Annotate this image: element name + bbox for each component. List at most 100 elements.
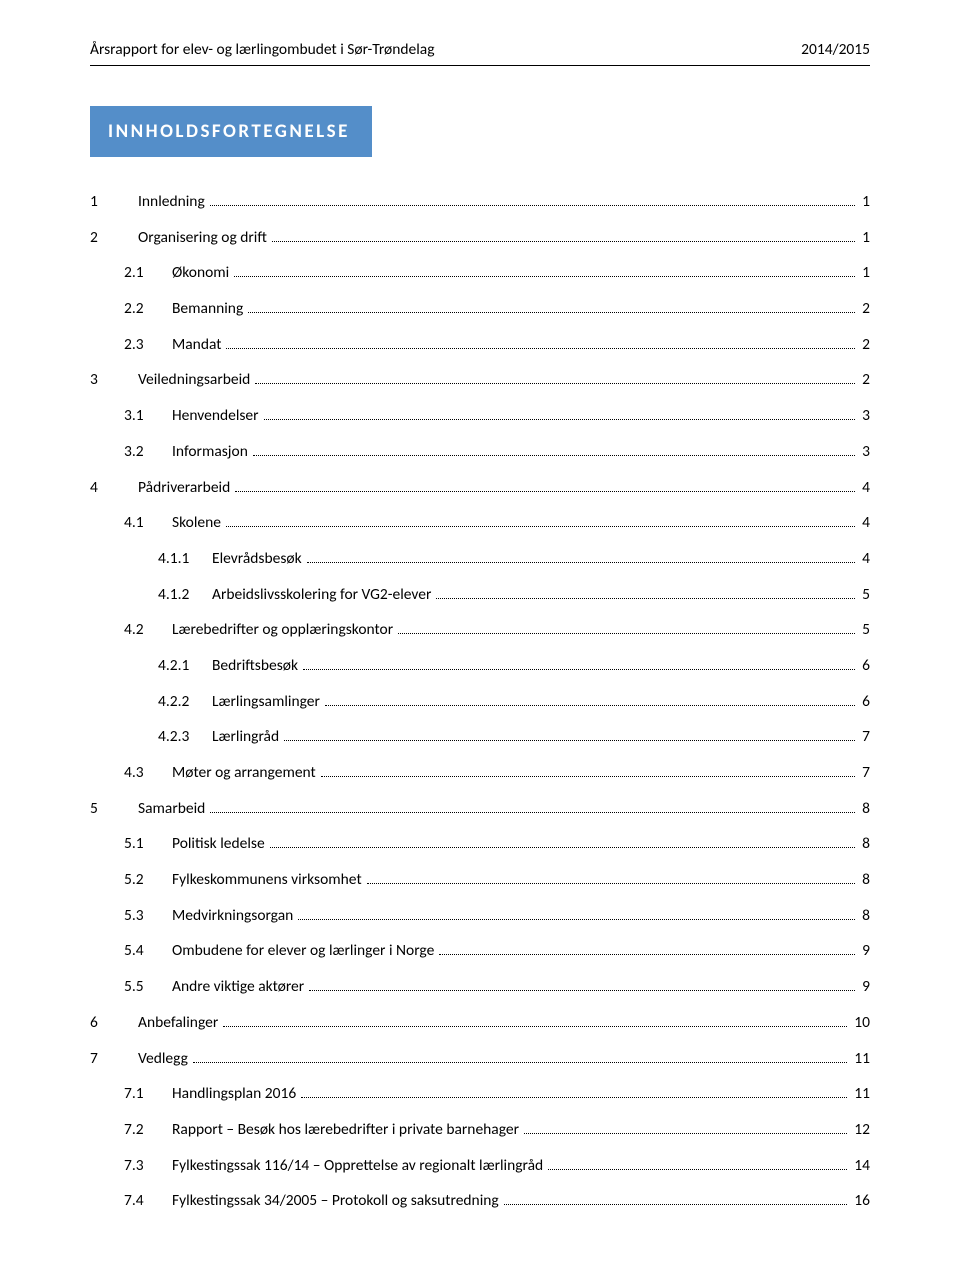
- toc-entry-number: 7.2: [124, 1119, 172, 1141]
- toc-entry[interactable]: 4.1.1Elevrådsbesøk4: [90, 548, 870, 570]
- toc-leader-dots: [270, 847, 855, 848]
- toc-leader-dots: [325, 705, 855, 706]
- toc-entry[interactable]: 4.1Skolene 4: [90, 512, 870, 534]
- toc-entry-page: 3: [858, 441, 870, 463]
- toc-leader-dots: [234, 276, 855, 277]
- header-left-text: Årsrapport for elev- og lærlingombudet i…: [90, 40, 435, 59]
- page-header: Årsrapport for elev- og lærlingombudet i…: [90, 40, 870, 59]
- toc-leader-dots: [210, 812, 855, 813]
- toc-leader-dots: [301, 1097, 847, 1098]
- toc-entry-number: 4: [90, 477, 138, 499]
- toc-entry[interactable]: 7Vedlegg11: [90, 1048, 870, 1070]
- toc-entry-number: 4.1.1: [158, 548, 212, 570]
- toc-entry[interactable]: 5.5Andre viktige aktører9: [90, 976, 870, 998]
- toc-entry[interactable]: 5Samarbeid8: [90, 798, 870, 820]
- toc-entry[interactable]: 6Anbefalinger 10: [90, 1012, 870, 1034]
- toc-leader-dots: [398, 633, 855, 634]
- toc-entry-title: Rapport – Besøk hos lærebedrifter i priv…: [172, 1119, 521, 1141]
- toc-entry-number: 2: [90, 227, 138, 249]
- toc-leader-dots: [264, 419, 856, 420]
- toc-entry-page: 9: [858, 940, 870, 962]
- toc-entry-page: 2: [858, 369, 870, 391]
- toc-entry-number: 1: [90, 191, 138, 213]
- toc-entry-number: 5.3: [124, 905, 172, 927]
- toc-entry-title: Bedriftsbesøk: [212, 655, 300, 677]
- toc-entry-number: 2.1: [124, 262, 172, 284]
- document-page: Årsrapport for elev- og lærlingombudet i…: [0, 0, 960, 1286]
- toc-leader-dots: [309, 990, 855, 991]
- toc-entry[interactable]: 4.2.3Lærlingråd7: [90, 726, 870, 748]
- toc-entry-number: 4.2.1: [158, 655, 212, 677]
- toc-entry-page: 2: [858, 334, 870, 356]
- toc-entry[interactable]: 2.2Bemanning2: [90, 298, 870, 320]
- toc-entry-page: 8: [858, 869, 870, 891]
- toc-entry-number: 5.1: [124, 833, 172, 855]
- toc-entry-page: 3: [858, 405, 870, 427]
- toc-entry-number: 4.1: [124, 512, 172, 534]
- toc-heading: INNHOLDSFORTEGNELSE: [90, 106, 372, 157]
- toc-entry-page: 5: [858, 619, 870, 641]
- toc-entry-number: 5.2: [124, 869, 172, 891]
- toc-entry-title: Samarbeid: [138, 798, 207, 820]
- toc-entry-page: 4: [858, 512, 870, 534]
- toc-entry-page: 11: [850, 1083, 870, 1105]
- toc-leader-dots: [255, 383, 855, 384]
- toc-list: 1Innledning12Organisering og drift12.1Øk…: [90, 191, 870, 1212]
- toc-entry[interactable]: 7.2Rapport – Besøk hos lærebedrifter i p…: [90, 1119, 870, 1141]
- toc-entry[interactable]: 5.3Medvirkningsorgan8: [90, 905, 870, 927]
- toc-entry-page: 12: [850, 1119, 870, 1141]
- toc-entry[interactable]: 3Veiledningsarbeid 2: [90, 369, 870, 391]
- toc-entry-title: Skolene: [172, 512, 223, 534]
- toc-entry-number: 7.3: [124, 1155, 172, 1177]
- toc-entry-number: 6: [90, 1012, 138, 1034]
- toc-entry-title: Fylkestingssak 34/2005 – Protokoll og sa…: [172, 1190, 501, 1212]
- toc-entry[interactable]: 2.3Mandat2: [90, 334, 870, 356]
- toc-entry[interactable]: 3.2Informasjon3: [90, 441, 870, 463]
- toc-entry-title: Pådriverarbeid: [138, 477, 232, 499]
- toc-entry-number: 7.4: [124, 1190, 172, 1212]
- toc-entry[interactable]: 7.1Handlingsplan 201611: [90, 1083, 870, 1105]
- toc-entry-title: Anbefalinger: [138, 1012, 220, 1034]
- toc-entry-page: 8: [858, 905, 870, 927]
- toc-entry-page: 10: [850, 1012, 870, 1034]
- toc-entry-title: Lærlingråd: [212, 726, 281, 748]
- toc-leader-dots: [439, 954, 855, 955]
- toc-entry[interactable]: 4.2.1Bedriftsbesøk6: [90, 655, 870, 677]
- toc-entry-number: 3: [90, 369, 138, 391]
- toc-entry-page: 7: [858, 762, 870, 784]
- toc-entry-title: Innledning: [138, 191, 207, 213]
- toc-entry-page: 1: [858, 262, 870, 284]
- toc-leader-dots: [253, 455, 855, 456]
- toc-leader-dots: [223, 1026, 847, 1027]
- toc-entry[interactable]: 4.2Lærebedrifter og opplæringskontor5: [90, 619, 870, 641]
- toc-entry[interactable]: 4Pådriverarbeid4: [90, 477, 870, 499]
- toc-entry[interactable]: 5.2Fylkeskommunens virksomhet8: [90, 869, 870, 891]
- toc-entry-title: Vedlegg: [138, 1048, 190, 1070]
- toc-entry-page: 14: [850, 1155, 870, 1177]
- toc-entry-title: Veiledningsarbeid: [138, 369, 252, 391]
- toc-entry-page: 7: [858, 726, 870, 748]
- toc-leader-dots: [367, 883, 856, 884]
- toc-entry[interactable]: 7.4Fylkestingssak 34/2005 – Protokoll og…: [90, 1190, 870, 1212]
- toc-entry[interactable]: 2Organisering og drift1: [90, 227, 870, 249]
- toc-entry[interactable]: 5.1Politisk ledelse 8: [90, 833, 870, 855]
- toc-entry[interactable]: 3.1Henvendelser3: [90, 405, 870, 427]
- toc-leader-dots: [284, 740, 855, 741]
- toc-entry-title: Handlingsplan 2016: [172, 1083, 298, 1105]
- toc-leader-dots: [303, 669, 855, 670]
- toc-entry[interactable]: 4.2.2Lærlingsamlinger6: [90, 691, 870, 713]
- toc-entry-page: 8: [858, 833, 870, 855]
- toc-entry-title: Elevrådsbesøk: [212, 548, 304, 570]
- toc-entry-number: 5.5: [124, 976, 172, 998]
- toc-entry[interactable]: 4.1.2Arbeidslivsskolering for VG2-elever…: [90, 584, 870, 606]
- toc-entry[interactable]: 5.4Ombudene for elever og lærlinger i No…: [90, 940, 870, 962]
- toc-entry[interactable]: 7.3Fylkestingssak 116/14 – Opprettelse a…: [90, 1155, 870, 1177]
- toc-leader-dots: [235, 491, 855, 492]
- toc-entry-title: Mandat: [172, 334, 223, 356]
- toc-entry-title: Politisk ledelse: [172, 833, 267, 855]
- toc-entry[interactable]: 4.3Møter og arrangement7: [90, 762, 870, 784]
- toc-leader-dots: [548, 1169, 847, 1170]
- toc-entry-number: 2.2: [124, 298, 172, 320]
- toc-entry[interactable]: 1Innledning1: [90, 191, 870, 213]
- toc-entry[interactable]: 2.1Økonomi1: [90, 262, 870, 284]
